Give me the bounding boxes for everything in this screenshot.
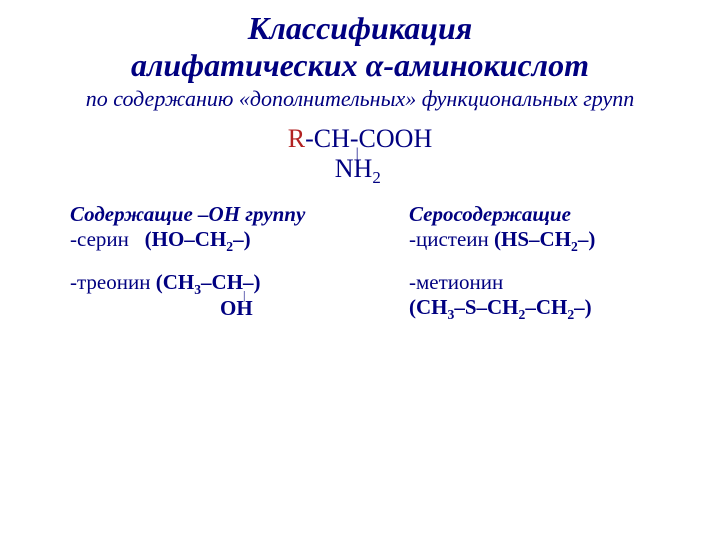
methionine-chem: (СН3–S–СН2–СН2–) (409, 295, 592, 319)
slide-container: Классификация алифатических α-аминокисло… (0, 0, 720, 540)
spacer-right (409, 252, 690, 270)
spacer-left (70, 252, 351, 270)
formula-inner: R-CH-COOH | NH2 (288, 126, 432, 186)
serine-chem: (НО–СН2–) (145, 227, 251, 251)
formula-nh2-sub: 2 (372, 168, 380, 187)
methionine-name: -метионин (409, 270, 503, 294)
formula-nh2-prefix: NH (335, 154, 373, 183)
serine-row: -серин (НО–СН2–) (70, 227, 351, 252)
cysteine-row: -цистеин (HS–СН2–) (409, 227, 690, 252)
threonine-row: -треонин (СН3–СН–) | ОН (70, 270, 351, 327)
cysteine-name: -цистеин (409, 227, 494, 251)
subtitle: по содержанию «дополнительных» функциона… (30, 86, 690, 112)
formula-r: R (288, 124, 305, 153)
general-formula: R-CH-COOH | NH2 (30, 126, 690, 186)
columns: Содержащие –ОН группу -серин (НО–СН2–) -… (30, 202, 690, 327)
threonine-name: -треонин (70, 270, 156, 294)
methionine-name-row: -метионин (409, 270, 690, 295)
methionine-chem-row: (СН3–S–СН2–СН2–) (409, 295, 690, 320)
threonine-oh: ОН (220, 296, 351, 321)
title-line-1: Классификация (30, 10, 690, 47)
cysteine-chem: (HS–СН2–) (494, 227, 595, 251)
title-line-2: алифатических α-аминокислот (30, 47, 690, 84)
right-column: Серосодержащие -цистеин (HS–СН2–) -метио… (369, 202, 690, 327)
left-heading: Содержащие –ОН группу (70, 202, 351, 227)
formula-main-text: -CH-COOH (305, 124, 432, 153)
right-heading: Серосодержащие (409, 202, 690, 227)
formula-nh2: NH2 (335, 156, 432, 182)
left-column: Содержащие –ОН группу -серин (НО–СН2–) -… (30, 202, 351, 327)
serine-name: -серин (70, 227, 145, 251)
formula-line-1: R-CH-COOH (288, 124, 432, 153)
